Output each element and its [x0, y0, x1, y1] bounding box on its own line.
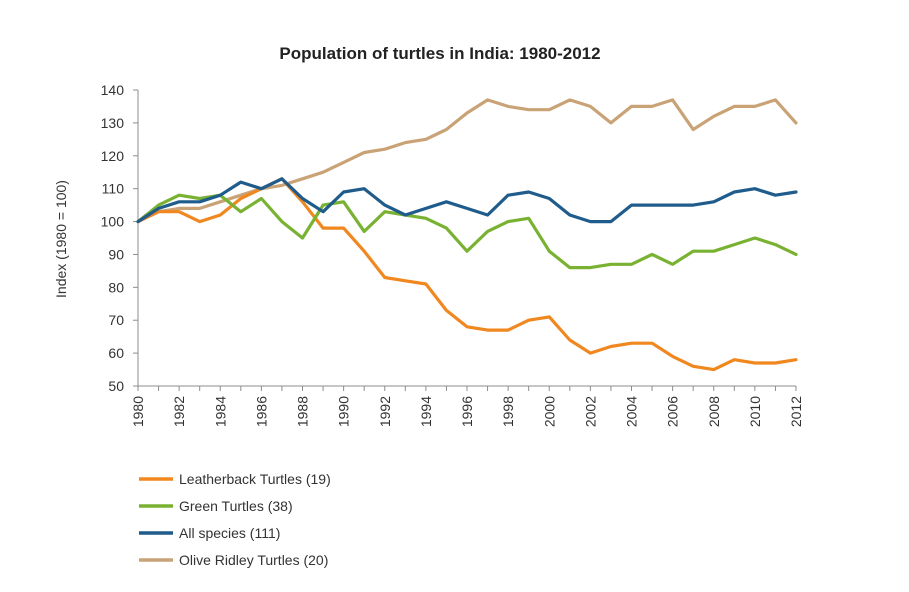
- x-tick-label: 1980: [130, 396, 146, 427]
- series-lines: [136, 98, 798, 372]
- chart-title: Population of turtles in India: 1980-201…: [279, 44, 600, 63]
- x-tick-label: 1990: [336, 396, 352, 427]
- x-tick-label: 1986: [253, 396, 269, 427]
- x-tick-label: 2008: [706, 396, 722, 427]
- legend-label: Leatherback Turtles (19): [179, 471, 331, 487]
- series-line: [136, 193, 798, 270]
- y-tick-label: 140: [101, 82, 125, 98]
- x-tick-label: 1984: [212, 396, 228, 427]
- x-tick-labels: 1980 1982 1984 1986 1988 1990 1992 1994 1996 1998…: [130, 396, 804, 427]
- y-tick-marks: [133, 89, 138, 387]
- y-tick-labels: 50 60 70 80 90 100 110 120 130 140: [101, 82, 125, 394]
- x-tick-label: 1996: [459, 396, 475, 427]
- legend-label: All species (111): [179, 525, 280, 541]
- series-line: [136, 177, 798, 372]
- x-tick-label: 1992: [377, 396, 393, 427]
- y-tick-label: 90: [108, 246, 124, 262]
- x-tick-label: 2010: [747, 396, 763, 427]
- y-tick-label: 70: [108, 312, 124, 328]
- y-tick-label: 100: [101, 214, 125, 230]
- x-tick-marks: [137, 386, 797, 391]
- y-tick-label: 50: [108, 378, 124, 394]
- x-tick-label: 1998: [500, 396, 516, 427]
- y-tick-label: 60: [108, 345, 124, 361]
- x-tick-label: 1994: [418, 396, 434, 427]
- x-tick-label: 2000: [541, 396, 557, 427]
- y-tick-label: 80: [108, 279, 124, 295]
- x-tick-label: 1982: [171, 396, 187, 427]
- x-tick-label: 2006: [665, 396, 681, 427]
- x-tick-label: 2012: [788, 396, 804, 427]
- y-tick-label: 120: [101, 148, 125, 164]
- x-tick-label: 2002: [582, 396, 598, 427]
- x-tick-label: 2004: [624, 396, 640, 427]
- y-tick-label: 130: [101, 115, 125, 131]
- legend-label: Green Turtles (38): [179, 498, 293, 514]
- x-tick-label: 1988: [295, 396, 311, 427]
- series-line: [136, 177, 798, 224]
- series-line: [136, 98, 798, 224]
- y-tick-label: 110: [102, 181, 125, 197]
- legend: Leatherback Turtles (19) Green Turtles (3…: [139, 471, 331, 568]
- y-axis-label: Index (1980 = 100): [53, 180, 69, 298]
- legend-label: Olive Ridley Turtles (20): [179, 552, 328, 568]
